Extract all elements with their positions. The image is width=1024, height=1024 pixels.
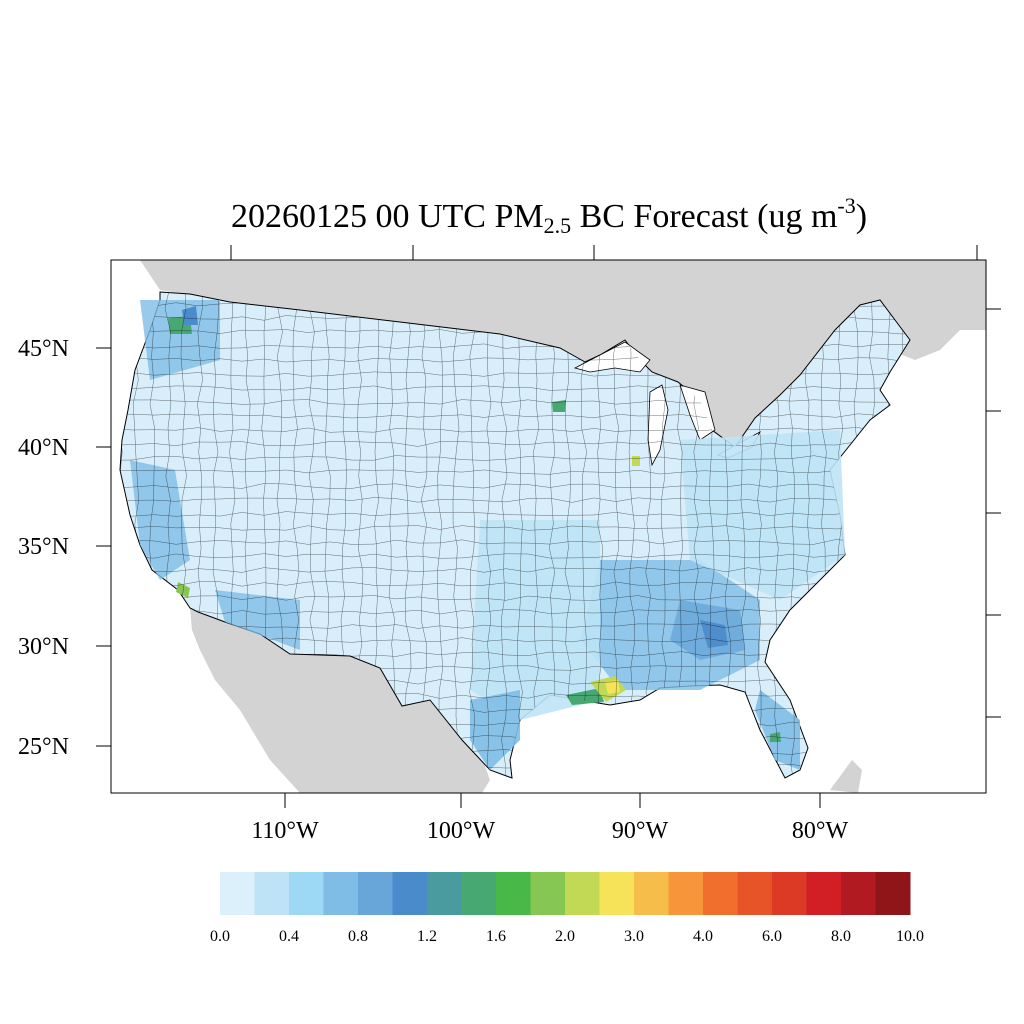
- colorbar: [220, 872, 911, 915]
- county-line: [120, 399, 910, 405]
- county-line: [420, 292, 428, 778]
- colorbar-box: [496, 872, 531, 915]
- map-title: 20260125 00 UTC PM2.5 BC Forecast (ug m-…: [230, 193, 868, 238]
- colorbar-label: 1.6: [486, 928, 506, 945]
- lat-label-30: 30°N: [18, 634, 69, 660]
- colorbar-box: [565, 872, 600, 915]
- colorbar-label: 4.0: [693, 928, 713, 945]
- colorbar-box: [530, 872, 566, 915]
- county-line: [120, 427, 910, 433]
- lat-label-40: 40°N: [18, 435, 69, 461]
- colorbar-label: 8.0: [831, 928, 851, 945]
- colorbar-box: [392, 872, 428, 915]
- colorbar-box: [289, 872, 324, 915]
- colorbar-label: 0.4: [279, 928, 299, 945]
- canada-land: [140, 260, 986, 447]
- lon-label-110: 110°W: [251, 818, 319, 844]
- county-line: [120, 441, 910, 447]
- county-line: [120, 525, 910, 531]
- colorbar-box: [703, 872, 738, 915]
- colorbar-box: [323, 872, 359, 915]
- lat-label-35: 35°N: [18, 534, 69, 560]
- county-line: [120, 553, 910, 559]
- lat-label-45: 45°N: [18, 336, 69, 362]
- colorbar-box: [461, 872, 497, 915]
- colorbar-box: [841, 872, 876, 915]
- colorbar-label: 0.0: [210, 928, 230, 945]
- county-line: [120, 413, 910, 419]
- county-line: [120, 511, 910, 517]
- colorbar-box: [599, 872, 635, 915]
- colorbar-label: 6.0: [762, 928, 782, 945]
- lon-label-90: 90°W: [611, 818, 669, 844]
- county-line: [404, 292, 412, 778]
- county-line: [120, 343, 910, 349]
- lat-label-25: 25°N: [18, 734, 69, 760]
- colorbar-box: [220, 872, 255, 915]
- lon-label-80: 80°W: [791, 818, 849, 844]
- lake-superior: [573, 341, 651, 373]
- colorbar-label: 10.0: [896, 928, 924, 945]
- colorbar-box: [875, 872, 911, 915]
- colorbar-box: [427, 872, 462, 915]
- county-line: [437, 292, 444, 778]
- colorbar-box: [806, 872, 842, 915]
- colorbar-box: [634, 872, 669, 915]
- mexico-land: [190, 608, 490, 793]
- colorbar-label: 0.8: [348, 928, 368, 945]
- map-area: [111, 260, 986, 793]
- colorbar-box: [772, 872, 807, 915]
- lake-huron: [679, 384, 716, 441]
- colorbar-label: 2.0: [555, 928, 575, 945]
- lon-label-100: 100°W: [426, 818, 496, 844]
- county-line: [120, 371, 910, 377]
- plot-frame: [110, 259, 987, 794]
- county-line: [120, 385, 910, 391]
- colorbar-box: [254, 872, 290, 915]
- colorbar-box: [737, 872, 773, 915]
- axis-ticks: [96, 245, 1001, 808]
- county-line: [120, 357, 910, 363]
- lake-michigan: [647, 384, 669, 467]
- colorbar-label: 3.0: [624, 928, 644, 945]
- cuba-land: [830, 760, 862, 793]
- colorbar-label: 1.2: [417, 928, 437, 945]
- colorbar-box: [358, 872, 393, 915]
- colorbar-box: [668, 872, 704, 915]
